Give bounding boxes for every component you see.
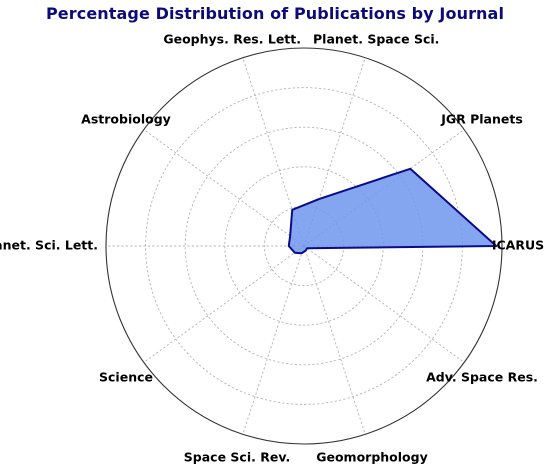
label-layer: ICARUS JGR Planets Planet. Space Sci. Geoph…	[0, 32, 544, 465]
category-label: Adv. Space Res.	[426, 370, 538, 385]
category-label: Astrobiology	[81, 112, 171, 127]
series-area	[287, 167, 498, 255]
category-label: Science	[99, 370, 153, 385]
category-label: Earth & Planet. Sci. Lett.	[0, 238, 98, 253]
category-label: Geophys. Res. Lett.	[163, 32, 301, 47]
category-label: Space Sci. Rev.	[184, 450, 290, 465]
grid-spoke	[143, 245, 305, 363]
category-label: ICARUS	[492, 238, 544, 253]
data-layer	[287, 167, 498, 255]
outer-ring	[105, 47, 503, 445]
category-label: JGR Planets	[440, 112, 523, 127]
chart-title: Percentage Distribution of Publications …	[45, 4, 505, 23]
grid-spoke	[143, 129, 305, 247]
grid-spoke	[242, 245, 305, 435]
grid-spoke	[303, 245, 366, 435]
category-label: Planet. Space Sci.	[313, 32, 439, 47]
category-label: Geomorphology	[316, 450, 428, 465]
grid-spoke	[303, 245, 465, 363]
